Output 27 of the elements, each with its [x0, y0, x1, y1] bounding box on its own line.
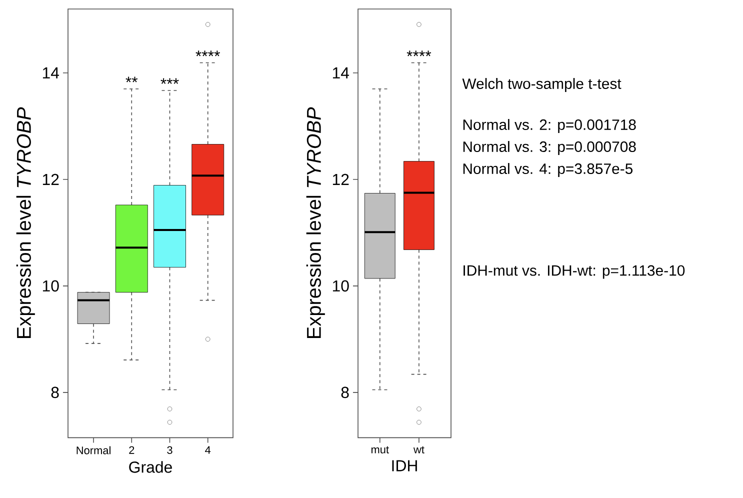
text: Normal vs. 4: p=3.857e-5	[463, 163, 633, 177]
text: Normal vs. 2: p=0.001718	[463, 119, 636, 133]
y-tick-label: 12	[332, 174, 349, 185]
y-tick-label: 10	[42, 280, 59, 292]
x-axis-title: Grade	[129, 461, 172, 473]
text: Normal vs. 3: p=0.000708	[463, 141, 636, 155]
y-axis-title: Expression level TYROBP	[16, 107, 35, 338]
text: IDH-mut vs. IDH-wt: p=1.113e-10	[464, 265, 685, 279]
y-tick-label: 8	[341, 386, 349, 398]
y-tick-label: 14	[42, 67, 59, 78]
y-tick-label: 10	[332, 280, 349, 292]
annotation: **	[126, 76, 138, 82]
x-tick-label: 3	[167, 446, 172, 454]
x-tick-label: 2	[129, 446, 134, 454]
y-tick-label: 12	[42, 174, 59, 185]
annotation: ***	[160, 78, 179, 84]
y-tick-label: 8	[51, 386, 59, 398]
annotation: ****	[406, 50, 432, 56]
text: Welch two-sample t-test	[462, 78, 622, 92]
y-tick-label: 14	[332, 67, 350, 78]
annotation: ****	[196, 50, 220, 56]
y-axis-title: Expression level TYROBP	[306, 107, 325, 338]
x-tick-label: wt	[413, 446, 424, 454]
x-tick-label: mut	[371, 446, 389, 454]
x-tick-label: Normal	[76, 446, 110, 454]
x-axis-title: IDH	[392, 460, 417, 472]
x-tick-label: 4	[205, 446, 211, 454]
